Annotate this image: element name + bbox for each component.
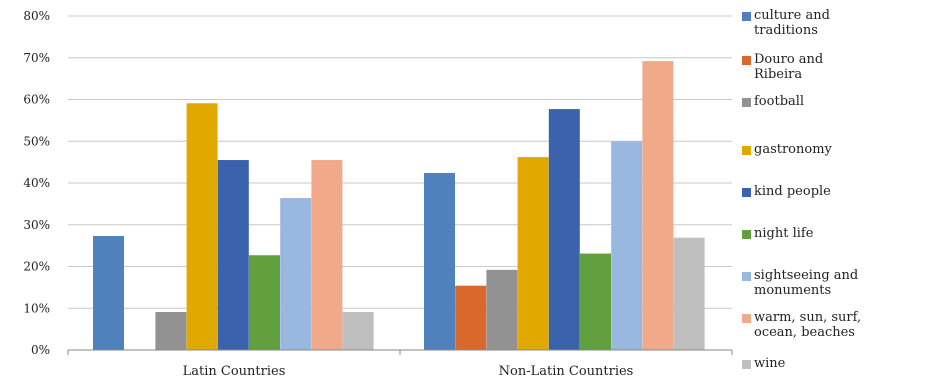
legend-item: kind people <box>742 184 926 199</box>
bar <box>93 236 124 350</box>
y-tick-label: 30% <box>23 218 50 232</box>
legend-item: warm, sun, surf, ocean, beaches <box>742 310 926 340</box>
bar <box>280 198 312 350</box>
bar <box>611 141 643 350</box>
legend-swatch <box>742 98 751 107</box>
y-tick-label: 20% <box>23 260 50 274</box>
y-axis-ticks: 0% 10% 20% 30% 40% 50% 60% 70% 80% <box>23 9 50 357</box>
y-tick-label: 50% <box>23 134 50 148</box>
legend-label: Douro and Ribeira <box>754 52 824 82</box>
legend-label: wine <box>754 356 786 371</box>
legend-item: Douro and Ribeira <box>742 52 926 82</box>
legend-swatch <box>742 314 751 323</box>
y-tick-label: 80% <box>23 9 50 23</box>
legend-item: gastronomy <box>742 142 926 157</box>
bar <box>580 253 611 350</box>
bar <box>311 160 343 350</box>
legend-swatch <box>742 56 751 65</box>
legend-item: wine <box>742 356 926 371</box>
legend-item: night life <box>742 226 926 241</box>
gridlines <box>68 15 732 309</box>
category-label: Non-Latin Countries <box>499 364 634 377</box>
legend-label: night life <box>754 226 814 241</box>
category-labels: Latin Countries Non-Latin Countries <box>183 364 634 377</box>
legend-swatch <box>742 272 751 281</box>
bar <box>548 109 580 350</box>
bars <box>93 61 705 351</box>
y-tick-label: 70% <box>23 51 50 65</box>
bar <box>673 237 705 350</box>
bar-chart: 0% 10% 20% 30% 40% 50% 60% 70% 80% Latin Countri… <box>23 9 733 377</box>
bar <box>424 172 455 350</box>
bar <box>642 61 674 351</box>
bar <box>342 312 374 350</box>
bar <box>486 269 518 350</box>
legend-item: football <box>742 94 926 109</box>
category-label: Latin Countries <box>183 364 286 377</box>
legend-swatch <box>742 360 751 369</box>
legend-item: culture and traditions <box>742 8 926 38</box>
legend-swatch <box>742 146 751 155</box>
y-tick-label: 10% <box>23 301 50 315</box>
bar <box>517 157 549 350</box>
legend-label: culture and traditions <box>754 8 830 38</box>
legend-label: warm, sun, surf, ocean, beaches <box>754 310 862 340</box>
x-axis <box>67 349 733 355</box>
bar <box>155 312 187 350</box>
legend-swatch <box>742 188 751 197</box>
y-tick-label: 60% <box>23 93 50 107</box>
legend-swatch <box>742 230 751 239</box>
bar <box>455 285 487 350</box>
bar <box>217 160 249 350</box>
legend-label: kind people <box>754 184 831 199</box>
legend-item: sightseeing and monuments <box>742 268 926 298</box>
legend-label: football <box>754 94 805 109</box>
legend-label: gastronomy <box>754 142 832 157</box>
y-tick-label: 40% <box>23 176 50 190</box>
y-tick-label: 0% <box>31 343 50 357</box>
bar <box>186 103 218 350</box>
legend-swatch <box>742 12 751 21</box>
legend-label: sightseeing and monuments <box>754 268 859 298</box>
bar <box>249 255 280 350</box>
